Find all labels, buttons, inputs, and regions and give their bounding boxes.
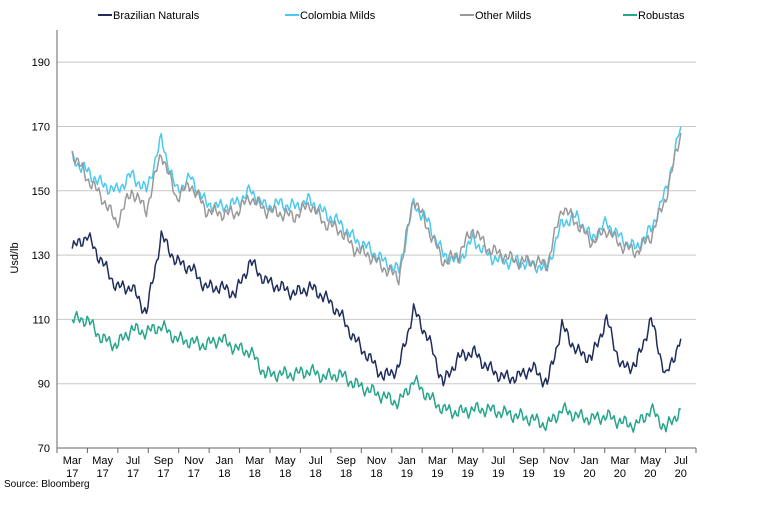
- x-tick-label: Jul 20: [674, 455, 688, 480]
- x-tick-label: May 17: [92, 455, 113, 480]
- x-tick-label: Jul 17: [126, 455, 140, 480]
- series-line-colombia-milds: [71, 126, 682, 274]
- series-line-robustas: [71, 310, 682, 433]
- x-tick-label: Mar 18: [245, 455, 264, 480]
- x-tick-label: Jan 18: [215, 455, 233, 480]
- series-lines: [71, 126, 682, 433]
- y-tick-label: 110: [32, 314, 50, 326]
- x-tick-label: May 19: [457, 455, 478, 480]
- axes: 70 90 110 130 150 170 190 Mar 17 May 17 Jul 17 Sep 17 N…: [32, 30, 697, 480]
- x-tick-label: Sep 18: [336, 455, 356, 480]
- legend: Brazilian Naturals Colombia Milds Other Mi…: [98, 10, 685, 22]
- legend-label: Colombia Milds: [300, 10, 376, 22]
- y-axis-label: Usd/lb: [9, 242, 21, 273]
- y-tick-label: 70: [38, 443, 50, 455]
- gridlines: [57, 61, 696, 385]
- x-tick-label: Jul 19: [491, 455, 505, 480]
- legend-label: Other Milds: [475, 10, 532, 22]
- legend-label: Robustas: [638, 10, 685, 22]
- y-tick-label: 170: [32, 121, 50, 133]
- y-tick-label: 190: [32, 57, 50, 69]
- x-tick-label: Sep 19: [519, 455, 539, 480]
- source-note: Source: Bloomberg: [4, 479, 90, 490]
- y-tick-label: 130: [32, 250, 50, 262]
- x-tick-label: Jan 20: [581, 455, 599, 480]
- y-tick-label: 150: [32, 186, 50, 198]
- x-tick-label: Nov 18: [367, 455, 387, 480]
- x-tick-label: Mar 20: [610, 455, 629, 480]
- x-tick-label: May 20: [640, 455, 661, 480]
- x-tick-label: Mar 19: [428, 455, 447, 480]
- x-tick-label: Nov 19: [549, 455, 569, 480]
- x-tick-label: May 18: [275, 455, 296, 480]
- x-tick-label: Nov 17: [184, 455, 204, 480]
- series-line-other-milds: [71, 132, 682, 286]
- x-tick-label: Jan 19: [398, 455, 416, 480]
- y-tick-label: 90: [38, 379, 50, 391]
- x-tick-label: Mar 17: [63, 455, 82, 480]
- legend-label: Brazilian Naturals: [113, 10, 200, 22]
- x-tick-label: Jul 18: [309, 455, 323, 480]
- x-tick-label: Sep 17: [154, 455, 174, 480]
- series-line-brazilian-naturals: [71, 230, 682, 388]
